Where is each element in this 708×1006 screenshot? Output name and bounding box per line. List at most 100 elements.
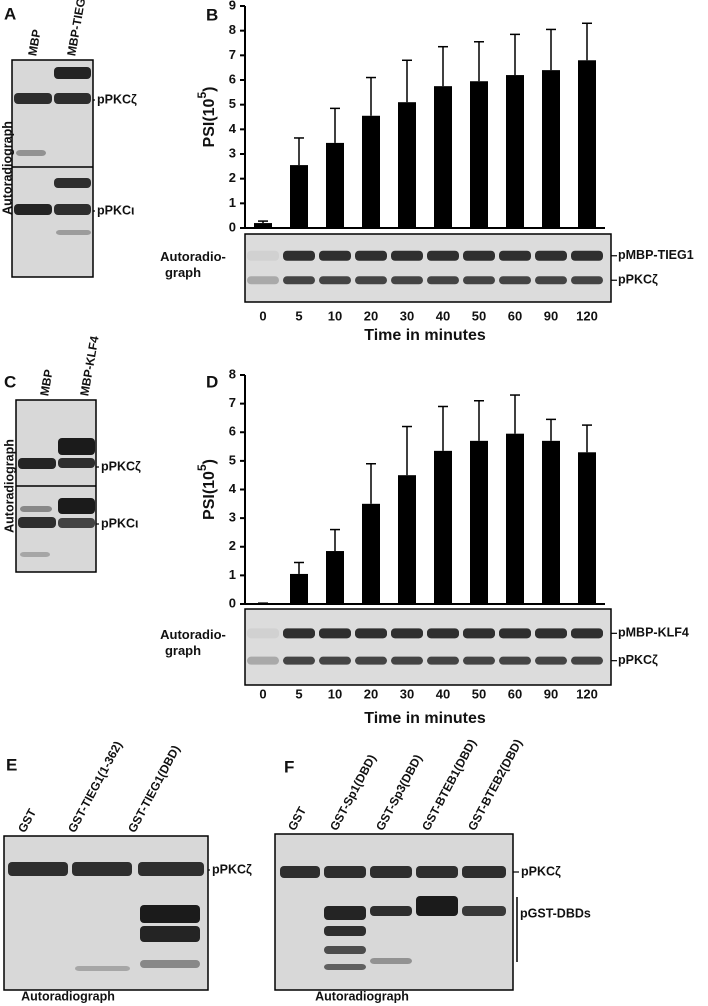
gel-band <box>58 458 95 468</box>
panel-label: A <box>4 4 16 23</box>
gel-band <box>54 204 91 215</box>
gel-band <box>283 628 315 639</box>
bar <box>290 573 308 604</box>
gel-band <box>535 250 567 261</box>
gel-band <box>324 866 366 878</box>
gel-band <box>247 276 279 285</box>
lane-label: GST <box>285 804 309 833</box>
bar <box>254 223 272 228</box>
lane-label: GST-Sp3(DBD) <box>373 752 425 833</box>
gel-band <box>18 458 56 469</box>
x-tick-label: 0 <box>259 686 266 701</box>
bar <box>506 433 524 604</box>
band-label: pMBP-KLF4 <box>618 626 689 640</box>
gel-band <box>75 966 130 971</box>
gel-band <box>247 656 279 665</box>
x-tick-label: 40 <box>436 686 450 701</box>
band-label: pPKCζ <box>521 864 561 878</box>
x-tick-label: 60 <box>508 686 522 701</box>
gel-strip <box>244 608 612 686</box>
bar <box>326 142 344 228</box>
gel-band <box>247 250 279 261</box>
gel-band <box>14 204 52 215</box>
gel-band <box>391 656 423 665</box>
gel-band <box>58 438 95 455</box>
gel-band <box>54 93 91 104</box>
panel-label: F <box>284 757 294 776</box>
x-tick-label: 120 <box>576 308 598 323</box>
bar <box>398 475 416 604</box>
gel-band <box>58 518 95 528</box>
gel-band <box>499 276 531 285</box>
bar <box>542 440 560 604</box>
x-tick-label: 30 <box>400 308 414 323</box>
panel-label: D <box>206 372 218 391</box>
gel-band <box>140 960 200 968</box>
gel-band <box>463 276 495 285</box>
y-tick-label: 9 <box>229 0 236 12</box>
y-tick-label: 8 <box>229 366 236 381</box>
y-tick-label: 1 <box>229 567 236 582</box>
gel-band <box>18 517 56 528</box>
gel-band <box>324 906 366 920</box>
gel-band <box>319 628 351 639</box>
band-label: pPKCι <box>97 203 135 217</box>
x-tick-label: 60 <box>508 308 522 323</box>
y-tick-label: 6 <box>229 424 236 439</box>
y-tick-label: 7 <box>229 395 236 410</box>
bar <box>362 503 380 604</box>
gel-band <box>427 276 459 285</box>
gel-band <box>355 276 387 285</box>
lane-label: MBP-KLF4 <box>77 335 101 397</box>
gel-band <box>535 276 567 285</box>
lane-label: GST-TIEG1(1-362) <box>65 739 125 835</box>
gel-band <box>14 93 52 104</box>
gel-band <box>462 866 506 878</box>
x-tick-label: 90 <box>544 308 558 323</box>
y-tick-label: 3 <box>229 510 236 525</box>
band-label: pPKCι <box>101 516 139 530</box>
bar <box>434 450 452 604</box>
gel-band <box>499 628 531 639</box>
y-tick-label: 5 <box>229 452 236 467</box>
gel-band <box>535 656 567 665</box>
bar <box>470 440 488 604</box>
lane-label: GST-Sp1(DBD) <box>327 752 379 833</box>
gel-band <box>16 150 46 156</box>
gel-band <box>571 250 603 261</box>
panel-label: E <box>6 755 17 774</box>
gel-band <box>391 276 423 285</box>
gel-label: Autoradiograph <box>0 121 14 215</box>
y-tick-label: 3 <box>229 145 236 160</box>
gel-band <box>391 628 423 639</box>
band-label: pPKCζ <box>97 92 137 106</box>
gel-band <box>324 946 366 954</box>
gel-band <box>370 958 412 964</box>
gel-band <box>140 926 200 942</box>
gel-band <box>462 906 506 916</box>
annotation: Autoradio- <box>160 249 226 264</box>
panel-label: B <box>206 5 218 24</box>
gel-label: Autoradiograph <box>2 439 16 533</box>
lane-label: MBP <box>37 368 55 397</box>
gel-band <box>8 862 68 876</box>
gel-band <box>370 866 412 878</box>
panel-label: C <box>4 372 16 391</box>
y-axis-title-part: ) <box>201 459 218 464</box>
bar <box>326 551 344 604</box>
lane-label: MBP-TIEG1 <box>64 0 89 57</box>
y-tick-label: 0 <box>229 595 236 610</box>
y-axis-title-exponent: 5 <box>195 464 209 471</box>
x-tick-label: 40 <box>436 308 450 323</box>
bar <box>290 165 308 228</box>
band-label: pPKCζ <box>618 273 658 287</box>
gel-band <box>20 552 50 557</box>
bar <box>578 60 596 229</box>
y-tick-label: 8 <box>229 22 236 37</box>
gel-band <box>140 905 200 923</box>
gel-band <box>138 862 204 876</box>
band-label: pPKCζ <box>101 459 141 473</box>
gel-band <box>283 656 315 665</box>
y-axis-title: PSI(105) <box>195 459 218 520</box>
